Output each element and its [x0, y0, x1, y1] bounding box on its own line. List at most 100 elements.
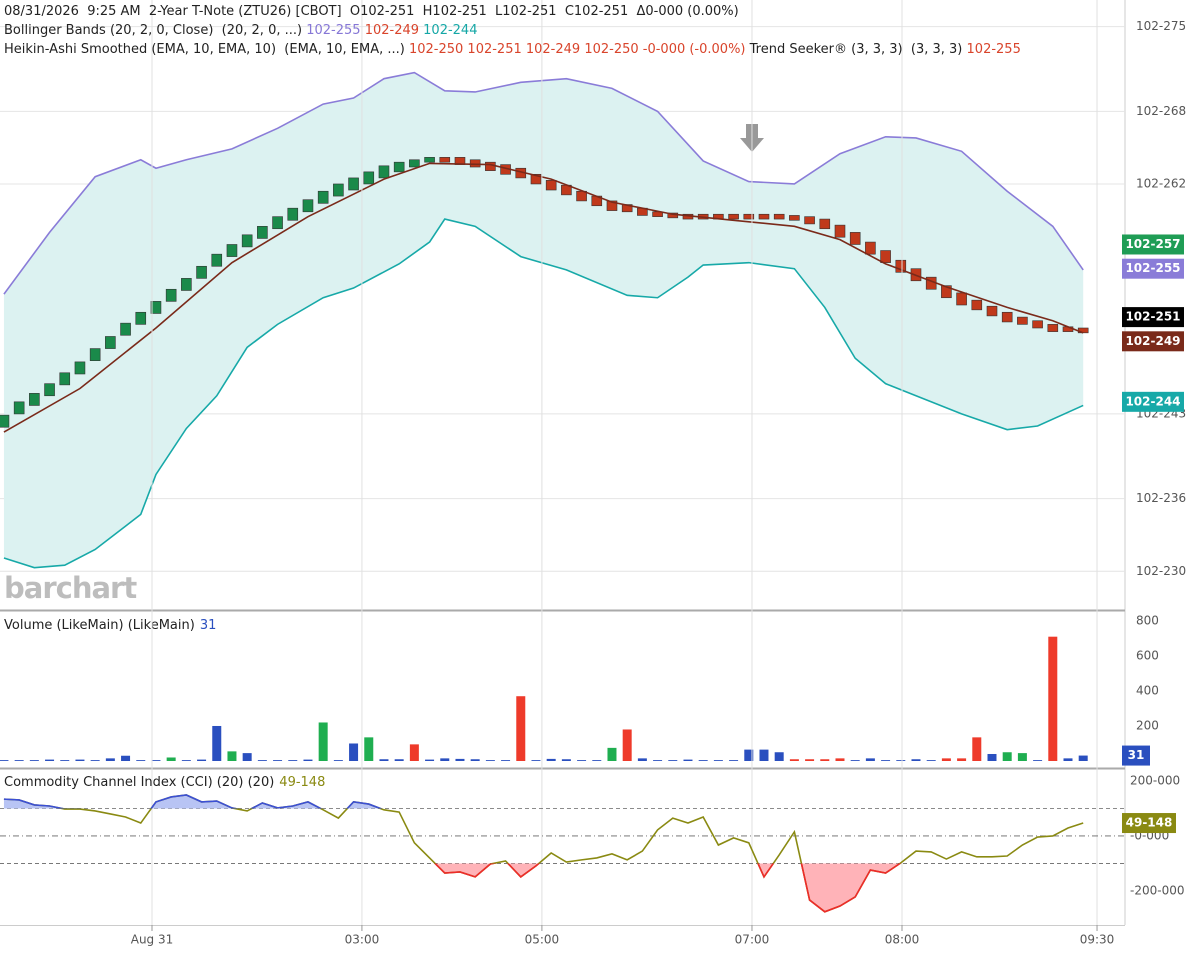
volume-bar	[105, 758, 115, 761]
volume-bar	[546, 758, 556, 761]
candle-body	[135, 311, 147, 325]
candle-body	[728, 213, 739, 220]
panel-readout: 31	[200, 618, 217, 633]
volume-bar	[273, 760, 283, 761]
candle-body	[59, 372, 71, 386]
header-text: 102-255	[306, 23, 361, 38]
header-row: Heikin-Ashi Smoothed (EMA, 10, EMA, 10) …	[4, 40, 1021, 59]
header-row: Bollinger Bands (20, 2, 0, Close) (20, 2…	[4, 21, 1021, 40]
volume-bar	[941, 758, 951, 761]
y-tick-label: 600	[1136, 648, 1159, 662]
candle-body	[865, 241, 876, 255]
bollinger-upper	[3, 71, 1084, 295]
volume-bar	[181, 760, 191, 761]
volume-bar	[485, 760, 495, 761]
volume-bar	[789, 759, 799, 761]
candle-body	[849, 232, 861, 245]
volume-bar	[242, 753, 252, 761]
candle-body	[986, 305, 998, 317]
cci-high-fill	[3, 795, 1084, 809]
candle-body	[44, 383, 55, 397]
volume-bar	[1033, 760, 1043, 761]
y-tick-label: 102-230	[1136, 564, 1186, 578]
volume-bar	[349, 743, 359, 761]
candle-body	[895, 259, 907, 273]
y-tick-label: 200	[1136, 718, 1159, 732]
candle-body	[302, 199, 314, 213]
price-badge-label: 102-244	[1125, 394, 1180, 408]
volume-bar	[45, 759, 55, 761]
volume-bar	[729, 760, 739, 761]
candle-body	[348, 177, 359, 191]
cci-line	[3, 794, 1084, 913]
cci-line-low	[433, 863, 902, 913]
volume-bar	[516, 696, 526, 761]
volume-bar	[926, 760, 936, 761]
volume-bar	[60, 760, 70, 761]
volume-bar	[136, 760, 146, 761]
price-badge-label: 102-255	[1125, 261, 1180, 275]
panel-title-text: Commodity Channel Index (CCI) (20) (20)	[4, 775, 274, 790]
y-tick-label: -200-000	[1130, 883, 1184, 897]
smoothed-line	[3, 162, 1084, 433]
volume-bar	[774, 752, 784, 761]
candle-body	[226, 244, 238, 257]
volume-bar	[592, 760, 602, 761]
candle-body	[13, 401, 25, 415]
candle-body	[165, 288, 177, 302]
candle-body	[272, 216, 283, 230]
header-text: 102-249	[364, 23, 420, 38]
volume-bar	[607, 747, 617, 761]
candle-body	[530, 173, 542, 185]
header-text: Trend Seeker® (3, 3, 3) (3, 3, 3)	[749, 42, 963, 57]
cci-low-fill	[3, 863, 1084, 912]
volume-bar	[896, 760, 906, 761]
candle-body	[606, 200, 618, 211]
band-fill	[3, 72, 1084, 568]
volume-bar	[759, 749, 769, 761]
volume-bar	[318, 722, 328, 761]
volume-badge-label: 31	[1128, 748, 1145, 762]
price-badge	[1122, 331, 1184, 352]
price-badge-label: 102-249	[1125, 334, 1180, 348]
volume-bar	[394, 759, 404, 761]
candle-body	[485, 161, 496, 171]
volume-bar	[288, 760, 298, 761]
volume-bar	[683, 759, 693, 761]
volume-bar	[713, 760, 723, 761]
price-badge	[1122, 391, 1184, 412]
header-text: Bollinger Bands (20, 2, 0, Close) (20, 2…	[4, 23, 303, 38]
candle-body	[150, 301, 162, 314]
volume-bar	[911, 759, 921, 761]
volume-bar	[501, 760, 511, 761]
header-row: 08/31/2026 9:25 AM 2-Year T-Note (ZTU26)…	[4, 2, 1021, 21]
candle-body	[241, 234, 253, 248]
volume-bar	[835, 758, 845, 761]
candle-body	[545, 180, 557, 191]
volume-bar	[90, 760, 100, 761]
cci-line-high	[3, 794, 383, 809]
candle-body	[469, 159, 481, 168]
watermark: barchart	[4, 571, 137, 605]
candle-body	[105, 336, 116, 349]
volume-bar	[425, 759, 435, 761]
cci-badge-label: 49-148	[1126, 816, 1173, 830]
volume-bar	[881, 760, 891, 761]
volume-bar	[151, 760, 161, 761]
candle-body	[424, 157, 435, 163]
candle-body	[773, 213, 785, 220]
candle-body	[743, 213, 755, 220]
y-tick-label: 800	[1136, 613, 1159, 627]
candle-body	[89, 348, 101, 361]
candle-body	[196, 265, 207, 279]
volume-bar	[637, 758, 647, 761]
candle-body	[211, 253, 223, 267]
candle-body	[287, 207, 299, 221]
volume-bar	[303, 759, 313, 761]
volume-badge	[1122, 745, 1150, 766]
volume-bar	[957, 758, 967, 761]
volume-bar	[455, 758, 465, 761]
x-tick-label: 08:00	[885, 933, 920, 947]
candle-body	[317, 190, 329, 204]
